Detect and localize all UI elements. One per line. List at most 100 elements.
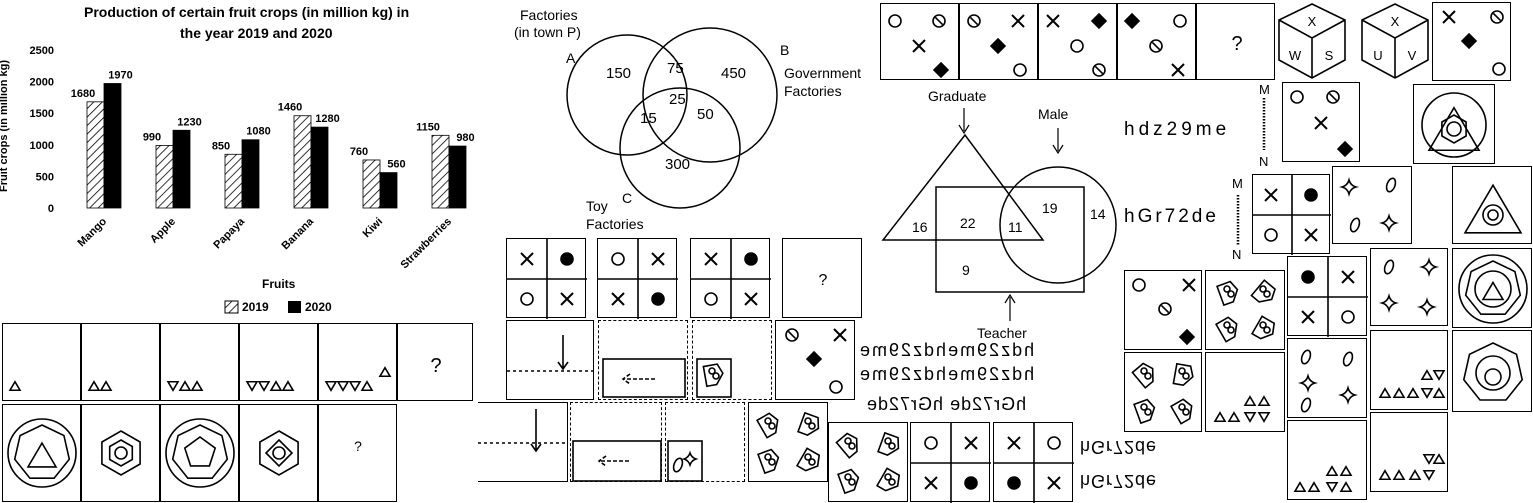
cross-icon [1442,10,1456,24]
right-tri-row-1 [1205,352,1285,432]
tag-icon [757,448,780,475]
slashed-circle-icon [967,14,981,28]
y-tick-label: 0 [48,203,54,215]
cross-icon [744,292,758,306]
triangle-icon [8,380,22,392]
bar-data-label: 1460 [278,102,302,114]
triangle-icon [1378,469,1392,481]
triangle-icon [1432,453,1446,465]
tag-icon [1250,279,1276,303]
triangle-icon [87,380,101,392]
cross-icon [611,292,625,306]
strip-2 [959,3,1038,80]
venn-bc: 50 [697,106,714,123]
slashed-circle-icon [785,328,799,342]
cross-icon [912,39,926,53]
circle-icon [844,473,852,481]
triangle-icon [1227,411,1241,423]
polygon-icon [1464,260,1522,315]
fold-answer-2 [748,402,828,482]
arrow-left-icon [597,455,629,467]
series-poly-2 [81,404,160,502]
right-fig-6 [1452,330,1532,412]
polygon-icon [108,439,134,467]
circle-icon [1290,90,1304,104]
chart-title-2: the year 2019 and 2020 [180,25,333,41]
triangle-icon [1325,481,1339,493]
y-tick-label: 2500 [30,45,54,57]
series-triangle-q: ? [397,323,473,401]
oval-icon [1349,217,1361,233]
tag-icon [795,447,821,472]
circle-icon [1227,326,1235,334]
legend-swatch-2019 [224,300,239,314]
y-tick-label: 500 [36,171,54,183]
circle-icon [1173,14,1187,28]
venn-label-a: A [566,50,576,66]
fold-5 [570,402,662,482]
filled-circle-icon [964,476,978,490]
cross-icon [833,328,847,342]
cube-answer-figure [1432,2,1511,81]
venn-c-only: 300 [665,156,691,173]
circle-icon [1341,310,1355,324]
venn2-v9: 9 [962,262,970,278]
legend-2019: 2019 [242,300,269,314]
right-tags-2 [1124,352,1202,432]
chart-title-1: Production of certain fruit crops (in mi… [84,4,410,20]
cross-icon [1264,188,1278,202]
folded-part [696,358,732,398]
triangle-icon [1420,369,1434,381]
polygon-icon [171,424,229,479]
star-icon [681,450,699,468]
polygon-icon [101,430,141,476]
grid-answer-1 [910,422,991,503]
oval-icon [1300,397,1312,413]
bar-data-label: 1080 [246,126,270,138]
grid-figure-q: ? [782,238,862,318]
series-poly-q: ? [318,404,397,502]
circle-icon [1487,209,1499,221]
cross-icon [560,292,574,306]
right-stars-2 [1370,248,1448,326]
triangle-icon [1392,387,1406,399]
bar-data-label: 1150 [416,121,440,133]
grid-lines [1253,175,1331,255]
bar-data-label: 560 [387,159,405,171]
circle-icon [114,446,128,460]
slash [969,16,979,26]
slashed-circle-icon [1158,302,1172,316]
circle-icon [804,453,812,461]
grid-lines [598,239,678,319]
tag-icon [877,431,900,456]
triangle-icon [1422,453,1436,465]
cube-top-label: X [1308,14,1317,29]
circle-icon [829,380,843,394]
cube-right-label: S [1325,48,1334,63]
bar-papaya-2020 [241,139,260,209]
right-fig-3 [1452,166,1532,244]
y-tick-label: 1500 [30,108,54,120]
strip-3 [1038,3,1117,80]
bar-strawberries-2020 [448,145,467,209]
tag-icon [702,363,724,388]
y-tick-label: 1000 [30,140,54,152]
slash [1492,12,1502,22]
polygon-icon [183,436,217,467]
circle-icon [520,292,534,306]
triangle-icon [360,380,374,392]
series-triangle-2 [81,323,160,401]
triangle-icon [348,380,362,392]
right-fig-2 [1413,84,1495,164]
venn-label-b: B [780,42,790,58]
series-triangle-3 [160,323,239,401]
triangle-icon [1257,411,1271,423]
y-tick-label: 2000 [30,77,54,89]
circle-icon [1421,92,1487,158]
fold-4 [478,402,568,482]
venn-b-name-2: Factories [784,83,842,99]
circle-icon [1482,204,1504,226]
cross-icon [1301,310,1315,324]
triangle-icon [1378,387,1392,399]
